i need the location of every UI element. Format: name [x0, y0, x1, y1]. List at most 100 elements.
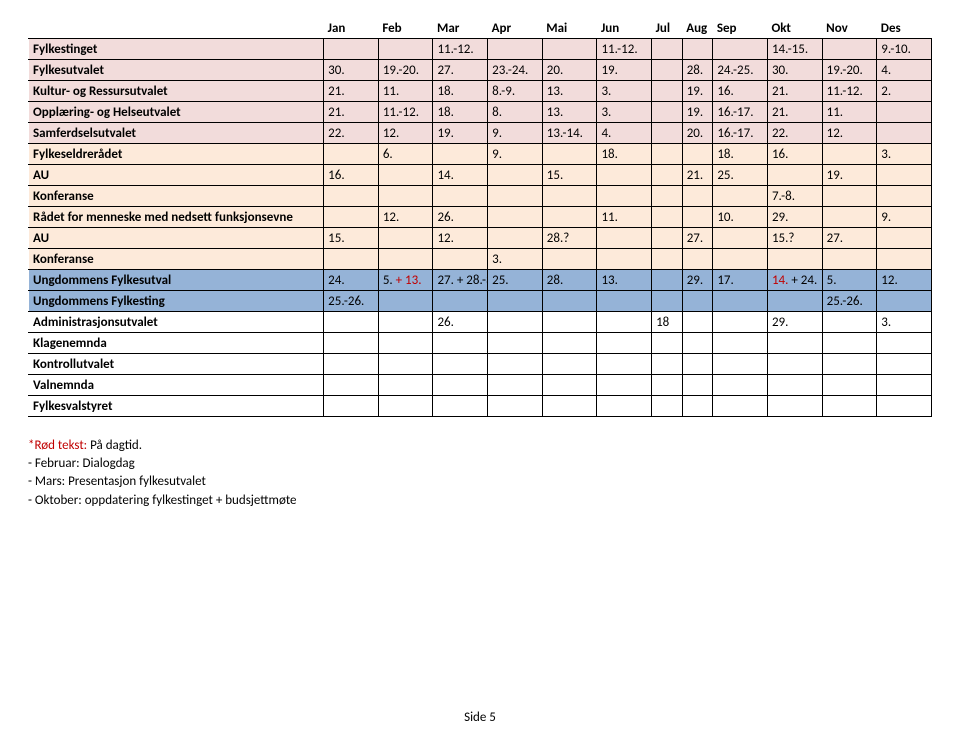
cell: 21.: [767, 81, 822, 102]
cell: [652, 123, 683, 144]
cell: 18.: [433, 81, 488, 102]
row-label: Klagenemnda: [29, 333, 324, 354]
header-row: Jan Feb Mar Apr Mai Jun Jul Aug Sep Okt …: [29, 18, 932, 39]
cell: [767, 165, 822, 186]
cell: 19.: [597, 60, 652, 81]
cell: 5. + 13.: [378, 270, 433, 291]
cell: 22.: [324, 123, 379, 144]
table-row: Samferdselsutvalet22.12.19.9.13.-14.4.20…: [29, 123, 932, 144]
cell: 19.: [682, 102, 713, 123]
cell: 11.-12.: [378, 102, 433, 123]
cell: 25.-26.: [324, 291, 379, 312]
table-row: Fylkeseldrerådet6.9.18.18.16.3.: [29, 144, 932, 165]
cell: 18.: [433, 102, 488, 123]
cell: [652, 396, 683, 417]
cell: 11.: [597, 207, 652, 228]
cell: 14.: [433, 165, 488, 186]
cell: [713, 249, 768, 270]
table-row: Fylkestinget11.-12.11.-12.14.-15.9.-10.: [29, 39, 932, 60]
table-row: Konferanse7.-8.: [29, 186, 932, 207]
cell: [877, 165, 932, 186]
cell: 3.: [877, 312, 932, 333]
cell: 12.: [378, 123, 433, 144]
cell: [713, 291, 768, 312]
table-row: Kultur- og Ressursutvalet21.11.18.8.-9.1…: [29, 81, 932, 102]
cell: [713, 396, 768, 417]
cell: [324, 333, 379, 354]
cell: [682, 354, 713, 375]
row-label: Opplæring- og Helseutvalet: [29, 102, 324, 123]
cell: [877, 186, 932, 207]
cell: [542, 39, 597, 60]
cell: [713, 354, 768, 375]
header-apr: Apr: [488, 18, 543, 39]
header-blank: [29, 18, 324, 39]
header-okt: Okt: [767, 18, 822, 39]
cell: 13.-14.: [542, 123, 597, 144]
table-row: Ungdommens Fylkesting25.-26.25.-26.: [29, 291, 932, 312]
cell: [488, 186, 543, 207]
cell: [324, 207, 379, 228]
cell: [652, 102, 683, 123]
cell: 11.-12.: [433, 39, 488, 60]
cell: [652, 165, 683, 186]
cell: [767, 375, 822, 396]
header-mar: Mar: [433, 18, 488, 39]
cell: 9.-10.: [877, 39, 932, 60]
cell: [822, 144, 877, 165]
cell: [597, 165, 652, 186]
footer-line4: - Oktober: oppdatering fylkestinget + bu…: [28, 492, 932, 510]
cell: 21.: [767, 102, 822, 123]
cell: [682, 39, 713, 60]
cell: 16.-17.: [713, 123, 768, 144]
cell: 22.: [767, 123, 822, 144]
cell: [877, 249, 932, 270]
cell: 11.-12.: [822, 81, 877, 102]
cell: [682, 144, 713, 165]
cell: 24.-25.: [713, 60, 768, 81]
cell: [822, 375, 877, 396]
cell: 21.: [324, 81, 379, 102]
cell: [324, 186, 379, 207]
cell: [378, 354, 433, 375]
cell: [488, 39, 543, 60]
cell: 18.: [713, 144, 768, 165]
cell: [488, 333, 543, 354]
header-feb: Feb: [378, 18, 433, 39]
cell: 20.: [542, 60, 597, 81]
cell: [488, 354, 543, 375]
row-label: Fylkesutvalet: [29, 60, 324, 81]
cell: 3.: [877, 144, 932, 165]
header-sep: Sep: [713, 18, 768, 39]
cell: [324, 39, 379, 60]
cell: 19.: [433, 123, 488, 144]
cell: [652, 375, 683, 396]
footer-notes: *Rød tekst: På dagtid. - Februar: Dialog…: [28, 437, 932, 510]
cell: [682, 312, 713, 333]
cell: 18: [652, 312, 683, 333]
cell: [433, 144, 488, 165]
row-label: Samferdselsutvalet: [29, 123, 324, 144]
cell: 27.: [433, 60, 488, 81]
cell: 24.: [324, 270, 379, 291]
cell: 2.: [877, 81, 932, 102]
table-row: Kontrollutvalet: [29, 354, 932, 375]
cell: [324, 375, 379, 396]
cell: [822, 249, 877, 270]
table-row: Fylkesutvalet30.19.-20.27.23.-24.20.19.2…: [29, 60, 932, 81]
cell: [652, 228, 683, 249]
cell: [877, 375, 932, 396]
cell: 19.-20.: [378, 60, 433, 81]
table-row: AU16.14.15.21.25.19.: [29, 165, 932, 186]
cell: 19.-20.: [822, 60, 877, 81]
cell: 3.: [597, 102, 652, 123]
cell: [488, 165, 543, 186]
cell: [822, 312, 877, 333]
cell: [767, 354, 822, 375]
cell: [378, 396, 433, 417]
cell: [433, 375, 488, 396]
cell: 25.: [713, 165, 768, 186]
cell: 11.-12.: [597, 39, 652, 60]
table-row: Ungdommens Fylkesutval24.5. + 13.27. + 2…: [29, 270, 932, 291]
cell: 8.: [488, 102, 543, 123]
